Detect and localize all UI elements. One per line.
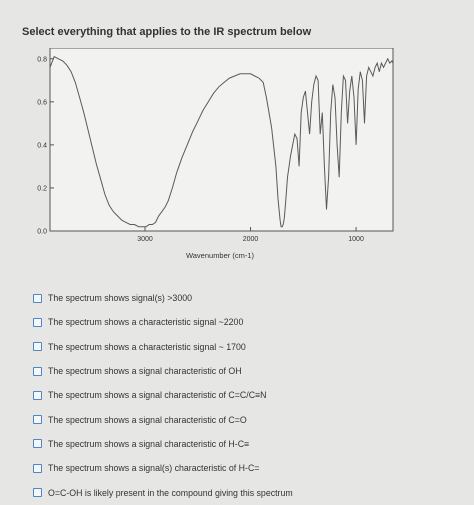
y-tick-label: 0.0 bbox=[37, 229, 47, 236]
x-tick-label: 2000 bbox=[243, 236, 259, 243]
option-row[interactable]: The spectrum shows a signal characterist… bbox=[33, 359, 463, 383]
option-checkbox[interactable] bbox=[33, 366, 42, 376]
spectrum-line bbox=[49, 55, 394, 228]
x-axis: 3000 2000 1000 bbox=[137, 227, 364, 243]
option-label: The spectrum shows a signal characterist… bbox=[48, 390, 267, 401]
x-tick-label: 1000 bbox=[348, 236, 364, 243]
option-checkbox[interactable] bbox=[33, 293, 42, 303]
option-label: The spectrum shows a characteristic sign… bbox=[48, 341, 246, 352]
x-tick-label: 3000 bbox=[137, 236, 153, 243]
ir-spectrum-svg: 0.0 0.2 0.4 0.6 0.8 3000 2000 1000 Wavenumber … bbox=[37, 47, 394, 260]
y-tick-label: 0.6 bbox=[37, 99, 47, 106]
option-row[interactable]: O=C-OH is likely present in the compound… bbox=[33, 480, 463, 504]
y-tick-label: 0.8 bbox=[37, 56, 47, 63]
question-text: Select everything that applies to the IR… bbox=[22, 26, 312, 38]
option-row[interactable]: The spectrum shows a signal characterist… bbox=[33, 432, 463, 456]
ir-spectrum-chart: 0.0 0.2 0.4 0.6 0.8 3000 2000 1000 Wavenumber … bbox=[20, 47, 400, 268]
option-label: The spectrum shows a signal characterist… bbox=[48, 366, 242, 377]
plot-frame bbox=[49, 47, 394, 232]
option-label: O=C-OH is likely present in the compound… bbox=[48, 487, 293, 498]
x-axis-label: Wavenumber (cm-1) bbox=[186, 251, 255, 260]
option-label: The spectrum shows a characteristic sign… bbox=[48, 317, 244, 328]
option-checkbox[interactable] bbox=[33, 415, 42, 425]
option-checkbox[interactable] bbox=[33, 390, 42, 400]
option-checkbox[interactable] bbox=[33, 439, 42, 449]
option-row[interactable]: The spectrum shows a characteristic sign… bbox=[33, 335, 463, 359]
option-checkbox[interactable] bbox=[33, 488, 42, 498]
option-row[interactable]: The spectrum shows a signal(s) character… bbox=[33, 456, 463, 480]
option-label: The spectrum shows a signal(s) character… bbox=[48, 463, 260, 474]
option-checkbox[interactable] bbox=[33, 463, 42, 473]
option-label: The spectrum shows signal(s) >3000 bbox=[48, 293, 192, 304]
answer-options: The spectrum shows signal(s) >3000 The sp… bbox=[33, 286, 463, 505]
option-label: The spectrum shows a signal characterist… bbox=[48, 438, 250, 449]
option-row[interactable]: The spectrum shows a signal characterist… bbox=[33, 383, 463, 407]
option-checkbox[interactable] bbox=[33, 342, 42, 352]
option-row[interactable]: The spectrum shows signal(s) >3000 bbox=[33, 286, 463, 310]
option-row[interactable]: The spectrum shows a characteristic sign… bbox=[33, 310, 463, 334]
option-row[interactable]: The spectrum shows a signal characterist… bbox=[33, 407, 463, 431]
y-tick-label: 0.2 bbox=[37, 185, 47, 192]
option-checkbox[interactable] bbox=[33, 317, 42, 327]
option-label: The spectrum shows a signal characterist… bbox=[48, 414, 247, 425]
y-tick-label: 0.4 bbox=[37, 142, 47, 149]
